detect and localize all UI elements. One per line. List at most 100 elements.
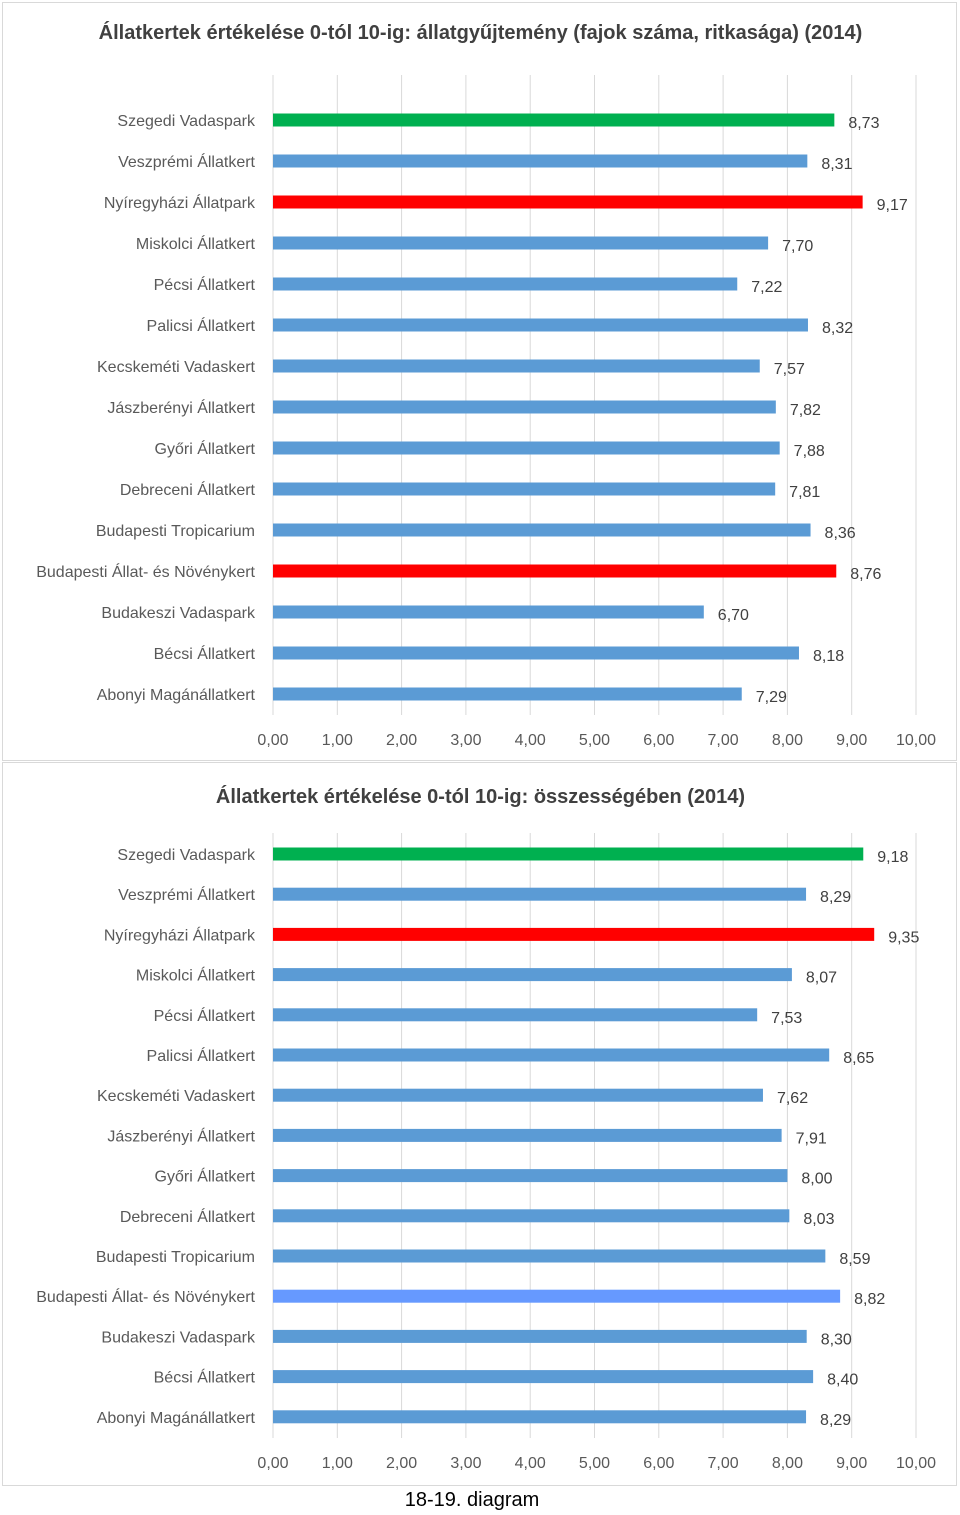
bar xyxy=(273,1128,782,1142)
data-label: 8,00 xyxy=(801,1171,832,1188)
x-tick-label: 2,00 xyxy=(386,732,417,749)
bar xyxy=(273,1169,788,1183)
bar xyxy=(273,195,863,209)
category-label: Szegedi Vadaspark xyxy=(117,113,256,130)
bar xyxy=(273,687,742,701)
x-tick-label: 9,00 xyxy=(836,1455,867,1472)
category-label: Budapesti Állat- és Növénykert xyxy=(36,1287,255,1306)
data-label: 8,65 xyxy=(843,1050,874,1067)
data-label: 8,31 xyxy=(821,156,852,173)
x-tick-label: 10,00 xyxy=(896,1455,936,1472)
category-label: Palicsi Állatkert xyxy=(147,1046,256,1065)
data-label: 7,53 xyxy=(771,1010,802,1027)
x-tick-label: 1,00 xyxy=(322,1455,353,1472)
data-label: 7,70 xyxy=(782,238,813,255)
data-label: 8,29 xyxy=(820,889,851,906)
data-label: 8,59 xyxy=(839,1251,870,1268)
data-label: 9,35 xyxy=(888,929,919,946)
bar xyxy=(273,277,738,291)
x-tick-label: 7,00 xyxy=(708,732,739,749)
data-label: 8,29 xyxy=(820,1412,851,1429)
category-label: Budapesti Tropicarium xyxy=(96,523,255,540)
bar xyxy=(273,482,776,496)
category-label: Bécsi Állatkert xyxy=(154,1368,256,1387)
x-tick-label: 3,00 xyxy=(450,732,481,749)
bar xyxy=(273,441,780,455)
data-label: 8,18 xyxy=(813,648,844,665)
chart-title: Állatkertek értékelése 0-tól 10-ig: össz… xyxy=(215,786,746,808)
bar xyxy=(273,523,811,537)
data-label: 8,76 xyxy=(850,566,881,583)
data-label: 7,82 xyxy=(790,402,821,419)
x-tick-label: 0,00 xyxy=(257,732,288,749)
data-label: 8,03 xyxy=(803,1211,834,1228)
bar xyxy=(273,1008,758,1022)
data-label: 8,36 xyxy=(825,525,856,542)
x-tick-label: 6,00 xyxy=(643,1455,674,1472)
data-label: 8,07 xyxy=(806,970,837,987)
data-label: 7,91 xyxy=(796,1130,827,1147)
category-label: Győri Állatkert xyxy=(155,1167,256,1186)
x-tick-label: 0,00 xyxy=(257,1455,288,1472)
bar xyxy=(273,1329,807,1343)
bar xyxy=(273,113,835,127)
category-label: Abonyi Magánállatkert xyxy=(97,1410,256,1427)
x-tick-label: 9,00 xyxy=(836,732,867,749)
category-label: Nyíregyházi Állatpark xyxy=(104,925,256,944)
category-label: Miskolci Állatkert xyxy=(136,966,256,985)
category-label: Kecskeméti Vadaskert xyxy=(97,1088,256,1105)
bar xyxy=(273,359,760,373)
bar xyxy=(273,1209,790,1223)
x-tick-label: 3,00 xyxy=(450,1455,481,1472)
category-label: Jászberényi Állatkert xyxy=(107,1126,255,1145)
data-label: 8,30 xyxy=(821,1331,852,1348)
data-label: 7,57 xyxy=(774,361,805,378)
bar xyxy=(273,1370,814,1384)
x-tick-label: 4,00 xyxy=(515,732,546,749)
data-label: 8,40 xyxy=(827,1372,858,1389)
chart-panel-collection: Állatkertek értékelése 0-tól 10-ig: álla… xyxy=(2,2,957,761)
data-label: 9,18 xyxy=(877,849,908,866)
data-label: 7,22 xyxy=(751,279,782,296)
x-tick-label: 2,00 xyxy=(386,1455,417,1472)
bar xyxy=(273,400,776,414)
category-label: Abonyi Magánállatkert xyxy=(97,687,256,704)
bar xyxy=(273,236,769,250)
data-label: 7,62 xyxy=(777,1090,808,1107)
bar xyxy=(273,605,704,619)
category-label: Pécsi Állatkert xyxy=(154,1006,256,1025)
x-tick-label: 4,00 xyxy=(515,1455,546,1472)
data-label: 7,29 xyxy=(756,689,787,706)
x-tick-label: 10,00 xyxy=(896,732,936,749)
bar xyxy=(273,968,792,982)
category-label: Bécsi Állatkert xyxy=(154,644,256,663)
category-label: Budakeszi Vadaspark xyxy=(101,1329,256,1346)
bar xyxy=(273,1249,826,1263)
category-label: Veszprémi Állatkert xyxy=(118,152,255,171)
data-label: 7,81 xyxy=(789,484,820,501)
category-label: Debreceni Állatkert xyxy=(120,1207,256,1226)
bar xyxy=(273,646,799,660)
bar-chart-collection: 0,00 1,00 2,00 3,00 4,00 5,00 6,00 7,00 8,00 9,00… xyxy=(36,75,936,749)
bar xyxy=(273,1088,763,1102)
x-tick-label: 7,00 xyxy=(708,1455,739,1472)
chart-title: Állatkertek értékelése 0-tól 10-ig: álla… xyxy=(98,22,863,44)
category-label: Veszprémi Állatkert xyxy=(118,885,255,904)
bar xyxy=(273,847,864,861)
category-label: Jászberényi Állatkert xyxy=(107,398,255,417)
category-label: Szegedi Vadaspark xyxy=(117,847,256,864)
data-label: 9,17 xyxy=(877,197,908,214)
data-label: 6,70 xyxy=(718,607,749,624)
x-tick-label: 5,00 xyxy=(579,732,610,749)
data-label: 8,32 xyxy=(822,320,853,337)
chart-panel-overall: Állatkertek értékelése 0-tól 10-ig: össz… xyxy=(2,762,957,1486)
x-tick-label: 8,00 xyxy=(772,732,803,749)
bar xyxy=(273,154,808,168)
bar xyxy=(273,1289,841,1303)
category-label: Budapesti Tropicarium xyxy=(96,1249,255,1266)
bar xyxy=(273,564,837,578)
data-label: 8,73 xyxy=(848,115,879,132)
x-tick-label: 6,00 xyxy=(643,732,674,749)
data-label: 7,88 xyxy=(794,443,825,460)
bar xyxy=(273,887,807,901)
